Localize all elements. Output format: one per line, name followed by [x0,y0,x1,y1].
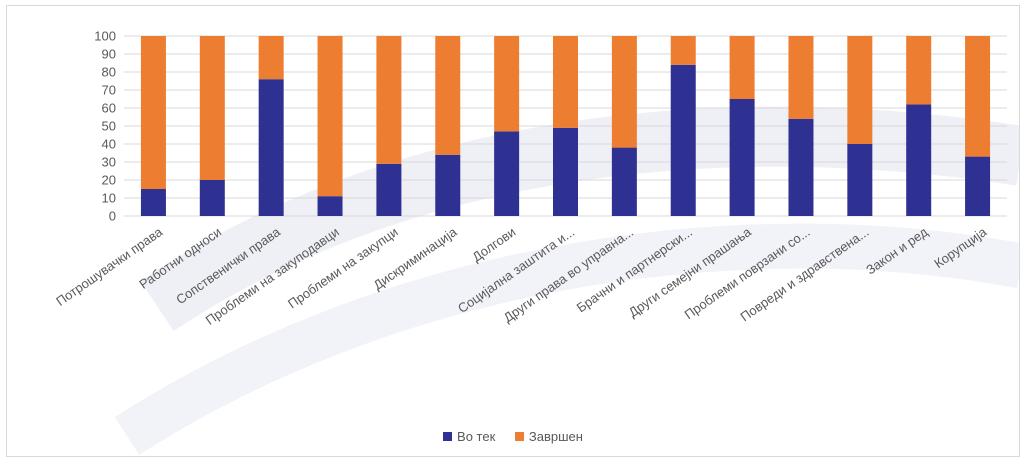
bar-in-progress [847,144,873,216]
bar-completed [258,36,284,80]
bar-completed [611,36,637,148]
bar-completed [670,36,696,65]
bar-in-progress [788,118,814,216]
chart-frame: 0 10 20 30 40 50 60 70 80 90 100 Потрошувачки прав… [6,5,1020,457]
bar-completed [140,36,166,189]
y-axis-ticks: 0 10 20 30 40 50 60 70 80 90 100 [94,29,116,224]
y-tick-label: 100 [94,29,116,44]
legend-swatch-completed [514,432,524,441]
y-tick-label: 70 [102,83,116,98]
legend-label-completed: Завршен [528,429,583,444]
background-swoosh-band [114,223,1019,455]
bar-in-progress [553,127,578,216]
x-category-label: Потрошувачки права [53,224,166,309]
bar-in-progress [140,189,166,216]
bar-completed [494,36,520,132]
bar-completed [788,36,814,119]
bar-in-progress [435,154,461,216]
bar-completed [965,36,991,157]
y-tick-label: 10 [102,191,116,206]
bar-in-progress [494,131,520,216]
bar-in-progress [670,64,696,216]
legend: Во тек Завршен [7,429,1019,444]
bar-in-progress [611,147,637,216]
y-tick-label: 80 [102,65,116,80]
bar-in-progress [729,99,755,216]
bar-in-progress [376,163,402,216]
bar-completed [906,36,932,105]
bar-completed [376,36,402,164]
y-tick-label: 0 [109,209,116,224]
legend-swatch-in-progress [443,432,453,441]
bar-in-progress [317,196,343,216]
background-swoosh [114,106,1019,455]
y-tick-label: 50 [102,119,116,134]
y-tick-label: 90 [102,47,116,62]
bar-completed [199,36,225,180]
bar-completed [553,36,578,128]
y-tick-label: 60 [102,101,116,116]
bar-in-progress [258,79,284,216]
bar-in-progress [199,180,225,216]
bars [140,36,991,216]
stacked-bar-chart: 0 10 20 30 40 50 60 70 80 90 100 Потрошувачки прав… [53,29,1019,455]
legend-label-in-progress: Во тек [457,429,496,444]
legend-item-in-progress: Во тек [443,429,495,444]
bar-in-progress [906,104,932,216]
legend-item-completed: Завршен [514,429,583,444]
background-swoosh-band [140,106,1019,331]
bar-completed [435,36,461,155]
y-tick-label: 30 [102,155,116,170]
y-tick-label: 40 [102,137,116,152]
bar-completed [729,36,755,99]
bar-completed [847,36,873,144]
y-tick-label: 20 [102,173,116,188]
bar-in-progress [965,156,991,216]
bar-completed [317,36,343,197]
